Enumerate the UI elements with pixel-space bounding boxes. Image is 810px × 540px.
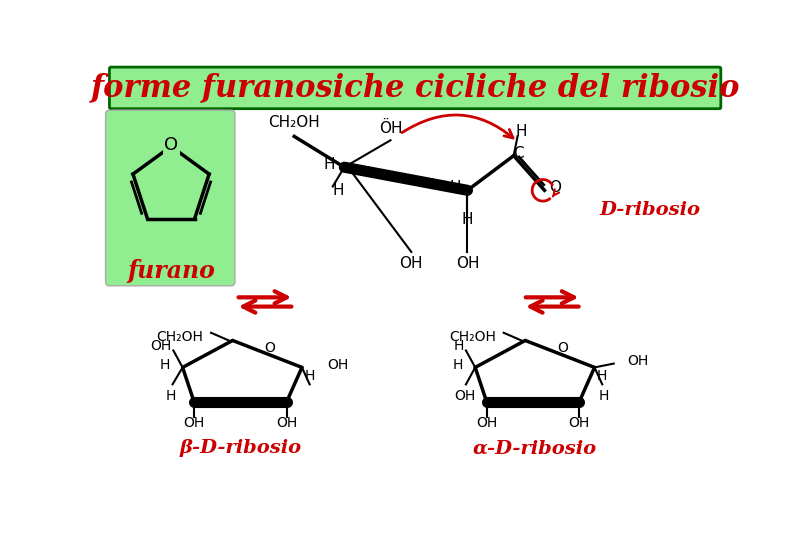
Text: CH₂OH: CH₂OH — [268, 115, 320, 130]
Text: H: H — [323, 157, 335, 172]
Text: H: H — [516, 124, 527, 139]
Text: OH: OH — [569, 416, 590, 430]
Text: CH₂OH: CH₂OH — [156, 329, 203, 343]
Text: O: O — [556, 341, 568, 355]
Text: α-D-ribosio: α-D-ribosio — [472, 439, 596, 457]
Text: OH: OH — [456, 256, 480, 271]
Text: C: C — [513, 146, 523, 161]
Text: OH: OH — [151, 339, 172, 353]
Text: OH: OH — [454, 389, 475, 403]
Text: H: H — [450, 180, 461, 195]
Text: OH: OH — [399, 256, 423, 271]
Text: D-ribosio: D-ribosio — [600, 200, 701, 219]
Text: O: O — [164, 136, 178, 154]
Text: CH₂OH: CH₂OH — [449, 329, 496, 343]
Text: O: O — [549, 180, 561, 195]
Text: H: H — [597, 369, 608, 383]
Text: furano: furano — [127, 259, 215, 283]
FancyBboxPatch shape — [109, 67, 721, 109]
Text: H: H — [599, 389, 609, 403]
Text: H: H — [453, 358, 463, 372]
Text: OH: OH — [184, 416, 205, 430]
FancyBboxPatch shape — [105, 110, 235, 286]
Text: H: H — [462, 212, 473, 227]
Text: ÖH: ÖH — [379, 120, 403, 136]
Text: H: H — [454, 339, 464, 353]
Text: O: O — [264, 341, 275, 355]
Text: H: H — [332, 183, 344, 198]
Text: OH: OH — [476, 416, 497, 430]
Text: β-D-ribosio: β-D-ribosio — [179, 439, 301, 457]
Text: H: H — [160, 358, 170, 372]
Text: OH: OH — [627, 354, 648, 368]
Text: forme furanosiche cicliche del ribosio: forme furanosiche cicliche del ribosio — [91, 72, 740, 103]
FancyArrowPatch shape — [402, 115, 513, 138]
Text: OH: OH — [276, 416, 297, 430]
Text: H: H — [166, 389, 177, 403]
Text: OH: OH — [327, 358, 348, 372]
Text: H: H — [305, 369, 315, 383]
